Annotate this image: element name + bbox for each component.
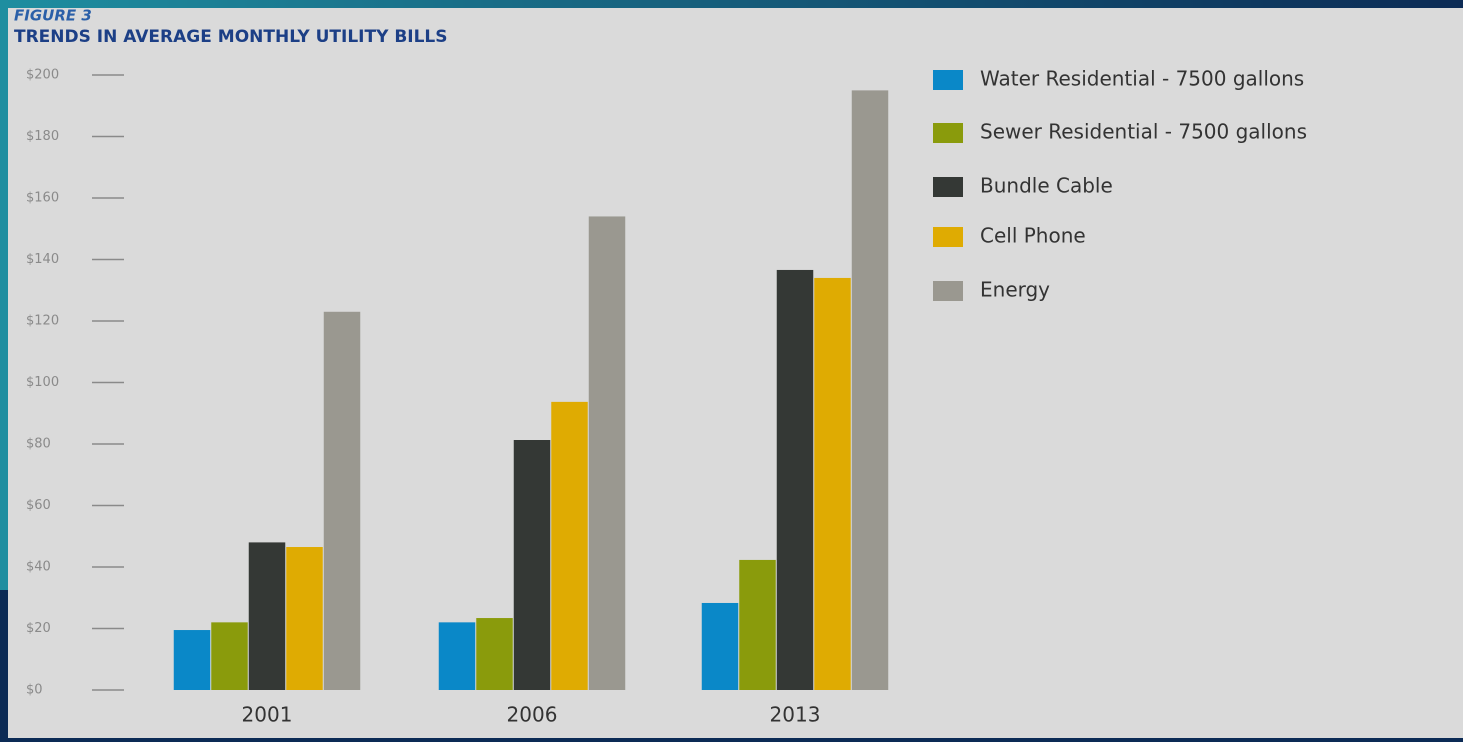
- y-tick-label: $140: [26, 252, 59, 267]
- legend-swatch: [933, 227, 963, 247]
- y-tick-label: $100: [26, 375, 59, 390]
- y-tick-label: $40: [26, 560, 51, 575]
- bar: [588, 216, 626, 690]
- legend-swatch: [933, 70, 963, 90]
- bar: [323, 311, 361, 690]
- bar: [551, 401, 588, 690]
- y-tick-label: $0: [26, 683, 43, 698]
- bar: [513, 440, 551, 690]
- bar: [701, 602, 739, 690]
- figure-label: FIGURE 3: [14, 7, 92, 25]
- frame-left: [0, 0, 8, 590]
- y-tick-label: $200: [26, 68, 59, 83]
- bar: [173, 630, 211, 690]
- bar: [739, 559, 776, 690]
- y-tick-label: $180: [26, 129, 59, 144]
- legend-label: Cell Phone: [980, 224, 1086, 248]
- y-tick-label: $120: [26, 314, 59, 329]
- x-tick-label: 2013: [770, 703, 821, 727]
- legend-swatch: [933, 177, 963, 197]
- x-tick-label: 2001: [242, 703, 293, 727]
- legend-label: Bundle Cable: [980, 174, 1113, 198]
- legend-label: Sewer Residential - 7500 gallons: [980, 120, 1307, 144]
- bar: [248, 542, 286, 690]
- legend-label: Energy: [980, 278, 1050, 302]
- bar: [476, 618, 513, 690]
- y-tick-label: $20: [26, 621, 51, 636]
- y-tick-label: $60: [26, 498, 51, 513]
- y-tick-label: $80: [26, 437, 51, 452]
- x-tick-label: 2006: [507, 703, 558, 727]
- legend-label: Water Residential - 7500 gallons: [980, 67, 1304, 91]
- legend-swatch: [933, 281, 963, 301]
- frame-top: [0, 0, 1463, 8]
- bar: [851, 90, 889, 690]
- bar: [776, 269, 814, 690]
- legend-swatch: [933, 123, 963, 143]
- bar: [814, 277, 851, 690]
- y-tick-label: $160: [26, 191, 59, 206]
- chart-title: TRENDS IN AVERAGE MONTHLY UTILITY BILLS: [14, 27, 448, 47]
- bar: [286, 547, 323, 690]
- bar: [211, 622, 248, 690]
- bar: [438, 622, 476, 690]
